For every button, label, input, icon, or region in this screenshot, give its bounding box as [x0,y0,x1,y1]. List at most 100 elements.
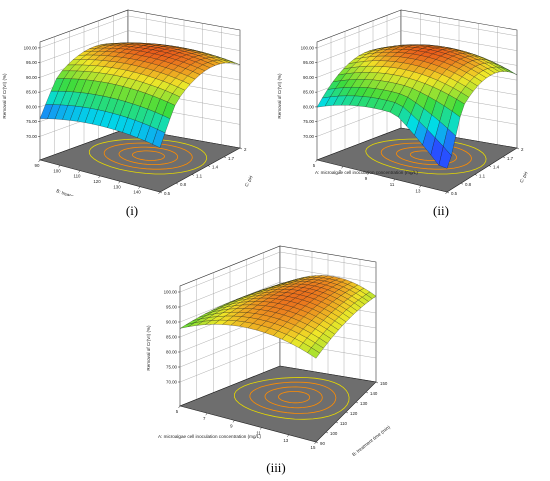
z-tick-label: 80.00 [166,350,178,355]
x-tick [367,172,370,175]
x-axis: 90 100 110 120 130 140 150 [35,159,161,196]
z-axis-label: Removal of Cr(VI) (%) [277,73,282,119]
y-tick-label: 1.4 [212,165,219,170]
y-tick-label: 1.1 [196,173,203,178]
z-tick-label: 90.00 [26,75,38,80]
z-tick-label: 95.00 [303,60,315,65]
y-tick-label: 1.1 [479,173,486,178]
z-tick-label: 90.00 [303,75,315,80]
x-tick-label: 110 [74,174,82,179]
z-tick-label: 100.00 [301,45,315,50]
x-tick [98,175,101,179]
z-tick-label: 70.00 [303,134,315,139]
surface-plot-ii: 70.00 75.00 80.00 85.00 90.00 95.00 100.00 Remo… [275,0,550,196]
y-tick-label: 1.7 [228,156,235,161]
x-tick [393,179,396,182]
x-tick [314,441,317,445]
x-tick-label: 13 [416,189,421,194]
y-tick [345,411,349,414]
y-tick [355,401,359,404]
z-tick-label: 100.00 [164,290,178,295]
y-tick-label: 0.5 [451,191,458,196]
x-tick-label: 7 [339,169,342,174]
contour-line [118,146,179,166]
z-tick-label: 85.00 [303,90,315,95]
x-tick-label: 7 [203,416,206,421]
surface-plot-iii-svg: 70.00 75.00 80.00 85.00 90.00 95.00 100.00 Remo… [146,245,391,456]
y-tick-label: 110 [340,421,348,426]
z-tick-label: 100.00 [24,45,38,50]
x-tick-label: 140 [133,190,141,195]
y-axis-label: C: pH [244,175,254,188]
contour-line [278,390,311,404]
x-tick-label: 13 [283,438,288,443]
x-tick-label: 5 [176,409,179,414]
x-tick [78,170,81,173]
z-tick-label: 70.00 [166,380,178,385]
x-tick [232,420,235,423]
response-surface [316,44,518,169]
x-tick-label: 11 [256,431,261,436]
response-surface [179,275,377,359]
x-axis-label: A: microalgae cell inoculation concentra… [158,434,261,439]
x-tick [259,427,262,430]
y-tick-label: 130 [360,401,368,406]
contour-line [380,142,472,170]
y-axis-label: B: treatment time (min) [351,424,391,456]
y-tick [223,156,227,159]
x-tick [138,186,141,189]
y-tick-label: 100 [330,431,338,436]
x-tick [445,191,448,195]
surface-patch [438,146,452,169]
z-tick-label: 80.00 [26,104,38,109]
contour-line [234,377,350,420]
contour-line [88,138,208,175]
x-axis-label: A: microalgae cell inoculation concentra… [315,170,418,175]
y-axis: 0.5 0.8 1.1 1.4 1.7 2 [446,147,524,196]
surface-patch [307,347,320,359]
y-tick [207,165,211,167]
y-tick [516,147,520,150]
x-tick [287,434,290,437]
surface-plot-i-svg: 70.00 75.00 80.00 85.00 90.00 95.00 100.00 Remo… [2,9,254,196]
x-tick-label: 11 [390,182,395,187]
x-tick-label: 15 [442,195,447,196]
x-tick [38,159,41,163]
z-tick-label: 75.00 [166,365,178,370]
contour-line [132,150,165,161]
contour-line [249,381,337,414]
y-axis: 0.5 0.8 1.1 1.4 1.7 2 [159,147,247,196]
y-tick-label: 0.5 [164,191,171,196]
y-tick [175,182,179,185]
surface-plot-iii: 70.00 75.00 80.00 85.00 90.00 95.00 100.00 Remo… [140,228,410,456]
z-axis-label: Removal of Cr(VI) (%) [2,73,7,119]
y-tick [335,421,339,424]
y-tick-label: 120 [350,411,358,416]
contour-line [365,138,487,175]
y-tick-label: 150 [380,381,388,386]
y-tick-label: 2 [521,147,524,152]
x-tick [118,181,121,184]
y-tick [502,156,506,159]
z-tick-label: 75.00 [26,119,38,124]
caption-ii: (ii) [433,203,449,218]
y-tick [325,431,329,434]
x-tick [315,159,318,163]
x-tick-label: 120 [93,179,101,184]
x-tick [58,165,61,168]
x-tick [158,191,161,195]
x-tick-label: 9 [230,423,233,428]
x-tick [205,413,208,416]
z-tick-label: 85.00 [26,90,38,95]
x-tick [178,405,181,409]
contour-line [264,386,323,409]
y-tick [315,441,319,444]
x-axis: 5 7 9 11 13 15 [176,405,317,450]
y-tick [239,147,243,150]
response-surface [39,42,241,148]
x-axis-label: B: treatment time (min) [56,188,102,196]
z-tick-label: 80.00 [303,104,315,109]
x-tick-label: 100 [53,168,61,173]
z-tick-label: 95.00 [26,60,38,65]
